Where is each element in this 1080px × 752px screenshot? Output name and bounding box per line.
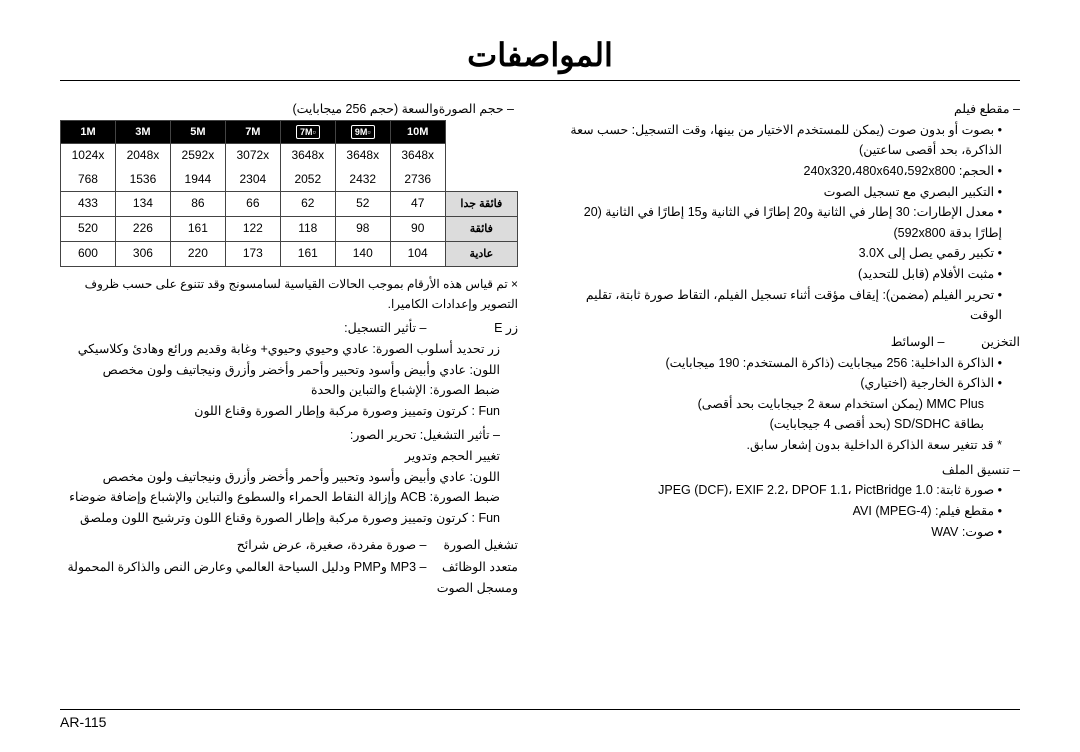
movie-item: مثبت الأفلام (قابل للتحديد) <box>562 264 1020 285</box>
table-row: 600306220173161140104عادية <box>61 241 518 266</box>
th-3m: 3M <box>115 120 170 143</box>
image-play-value: صورة مفردة، صغيرة، عرض شرائح <box>237 538 427 552</box>
storage-item: بطاقة SD/SDHC (بحد أقصى 4 جيجابايت) <box>562 414 1020 435</box>
table-cell: 140 <box>335 241 390 266</box>
table-cell: 66 <box>225 192 280 217</box>
table-cell: 1024x <box>61 143 116 167</box>
table-cell: 118 <box>280 217 335 242</box>
e-button-row: زر E تأثير التسجيل: <box>60 318 518 339</box>
table-cell: 47 <box>390 192 445 217</box>
footer: AR-115 <box>60 709 1020 730</box>
table-cell: 2304 <box>225 168 280 192</box>
table-cell: 433 <box>61 192 116 217</box>
table-cell: 122 <box>225 217 280 242</box>
play-effect-label: تأثير التشغيل: تحرير الصور: <box>60 425 518 446</box>
storage-item: الذاكرة الخارجية (اختياري) <box>562 373 1020 394</box>
table-cell: 173 <box>225 241 280 266</box>
movie-item: الحجم: 240x320،480x640،592x800 <box>562 161 1020 182</box>
capacity-intro: حجم الصورةوالسعة (حجم 256 ميجابايت) <box>60 99 518 120</box>
table-cell: 52 <box>335 192 390 217</box>
right-column: مقطع فيلم بصوت أو بدون صوت (يمكن للمستخد… <box>562 99 1020 598</box>
table-cell: 220 <box>170 241 225 266</box>
table-cell: 104 <box>390 241 445 266</box>
table-cell: 86 <box>170 192 225 217</box>
movie-item: معدل الإطارات: 30 إطار في الثانية و20 إط… <box>562 202 1020 243</box>
table-cell: 3648x <box>280 143 335 167</box>
movie-heading: مقطع فيلم <box>562 99 1020 120</box>
th-7mw: 7M▫ <box>280 120 335 143</box>
storage-item: MMC Plus (يمكن استخدام سعة 2 جيجابايت بح… <box>562 394 1020 415</box>
file-format-item: صوت: WAV <box>562 522 1020 543</box>
table-cell: 134 <box>115 192 170 217</box>
movie-item: بصوت أو بدون صوت (يمكن للمستخدم الاختيار… <box>562 120 1020 161</box>
table-cell: 3648x <box>335 143 390 167</box>
table-cell: 2736 <box>390 168 445 192</box>
e-button-section: زر E تأثير التسجيل: زر تحديد أسلوب الصور… <box>60 318 518 528</box>
th-7m: 7M <box>225 120 280 143</box>
th-10m: 10M <box>390 120 445 143</box>
table-cell: 2048x <box>115 143 170 167</box>
movie-item: التكبير البصري مع تسجيل الصوت <box>562 182 1020 203</box>
table-row: 4331348666625247فائقة جدا <box>61 192 518 217</box>
table-cell: 2592x <box>170 143 225 167</box>
table-cell: 306 <box>115 241 170 266</box>
table-cell: 768 <box>61 168 116 192</box>
multi-row: متعدد الوظائف MP3 وPMP ودليل السياحة الع… <box>60 557 518 598</box>
play-line: ضبط الصورة: ACB وإزالة النقاط الحمراء وا… <box>60 487 518 508</box>
left-column: حجم الصورةوالسعة (حجم 256 ميجابايت) 1M 3… <box>60 99 518 598</box>
table-cell: 90 <box>390 217 445 242</box>
movie-item: تكبير رقمي يصل إلى 3.0X <box>562 243 1020 264</box>
e-button-label: زر E <box>430 318 518 339</box>
th-5m: 5M <box>170 120 225 143</box>
capacity-table: 1M 3M 5M 7M 7M▫ 9M▫ 10M 1024x2048x2592x3… <box>60 120 518 267</box>
table-cell: 600 <box>61 241 116 266</box>
table-cell: 98 <box>335 217 390 242</box>
top-rule <box>60 80 1020 81</box>
table-cell: 226 <box>115 217 170 242</box>
play-line: تغيير الحجم وتدوير <box>60 446 518 467</box>
storage-label: التخزين <box>948 332 1020 353</box>
e-line: ضبط الصورة: الإشباع والتباين والحدة <box>60 380 518 401</box>
th-9mw: 9M▫ <box>335 120 390 143</box>
storage-row: التخزين الوسائط <box>562 332 1020 353</box>
table-row-label: فائقة <box>445 217 517 242</box>
table-cell: 1944 <box>170 168 225 192</box>
record-effect-label: تأثير التسجيل: <box>344 321 426 335</box>
play-line: اللون: عادي وأبيض وأسود وتحبير وأحمر وأخ… <box>60 467 518 488</box>
play-line: Fun : كرتون وتمييز وصورة مركبة وإطار الص… <box>60 508 518 529</box>
table-cell: 2432 <box>335 168 390 192</box>
table-cell: 62 <box>280 192 335 217</box>
table-row-label: عادية <box>445 241 517 266</box>
table-cell: 1536 <box>115 168 170 192</box>
table-cell: 3648x <box>390 143 445 167</box>
multi-label: متعدد الوظائف <box>430 557 518 578</box>
table-cell: 3072x <box>225 143 280 167</box>
file-format-heading: تنسيق الملف <box>562 460 1020 481</box>
bottom-rule <box>60 709 1020 710</box>
table-cell: 2052 <box>280 168 335 192</box>
storage-note: قد تتغير سعة الذاكرة الداخلية بدون إشعار… <box>562 435 1020 456</box>
table-footnote: × تم قياس هذه الأرقام بموجب الحالات القي… <box>60 275 518 315</box>
e-line: Fun : كرتون وتمييز وصورة مركبة وإطار الص… <box>60 401 518 422</box>
image-play-row: تشغيل الصورة صورة مفردة، صغيرة، عرض شرائ… <box>60 535 518 556</box>
storage-item: الذاكرة الداخلية: 256 ميجابايت (ذاكرة ال… <box>562 353 1020 374</box>
file-format-item: صورة ثابتة: JPEG (DCF)، EXIF 2.2، DPOF 1… <box>562 480 1020 501</box>
two-column-layout: مقطع فيلم بصوت أو بدون صوت (يمكن للمستخد… <box>60 99 1020 598</box>
table-cell: 161 <box>280 241 335 266</box>
table-row-label: فائقة جدا <box>445 192 517 217</box>
movie-item: تحرير الفيلم (مضمن): إيقاف مؤقت أثناء تس… <box>562 285 1020 326</box>
table-cell: 520 <box>61 217 116 242</box>
file-format-item: مقطع فيلم: AVI (MPEG-4) <box>562 501 1020 522</box>
image-play-label: تشغيل الصورة <box>430 535 518 556</box>
th-1m: 1M <box>61 120 116 143</box>
table-cell: 161 <box>170 217 225 242</box>
e-line: اللون: عادي وأبيض وأسود وتحبير وأحمر وأخ… <box>60 360 518 381</box>
page-number: AR-115 <box>60 714 1020 730</box>
page-title: المواصفات <box>60 36 1020 74</box>
media-heading: الوسائط <box>891 335 945 349</box>
table-row: 5202261611221189890فائقة <box>61 217 518 242</box>
e-line: زر تحديد أسلوب الصورة: عادي وحيوي وحيوي+… <box>60 339 518 360</box>
table-header-row: 1M 3M 5M 7M 7M▫ 9M▫ 10M <box>61 120 518 143</box>
